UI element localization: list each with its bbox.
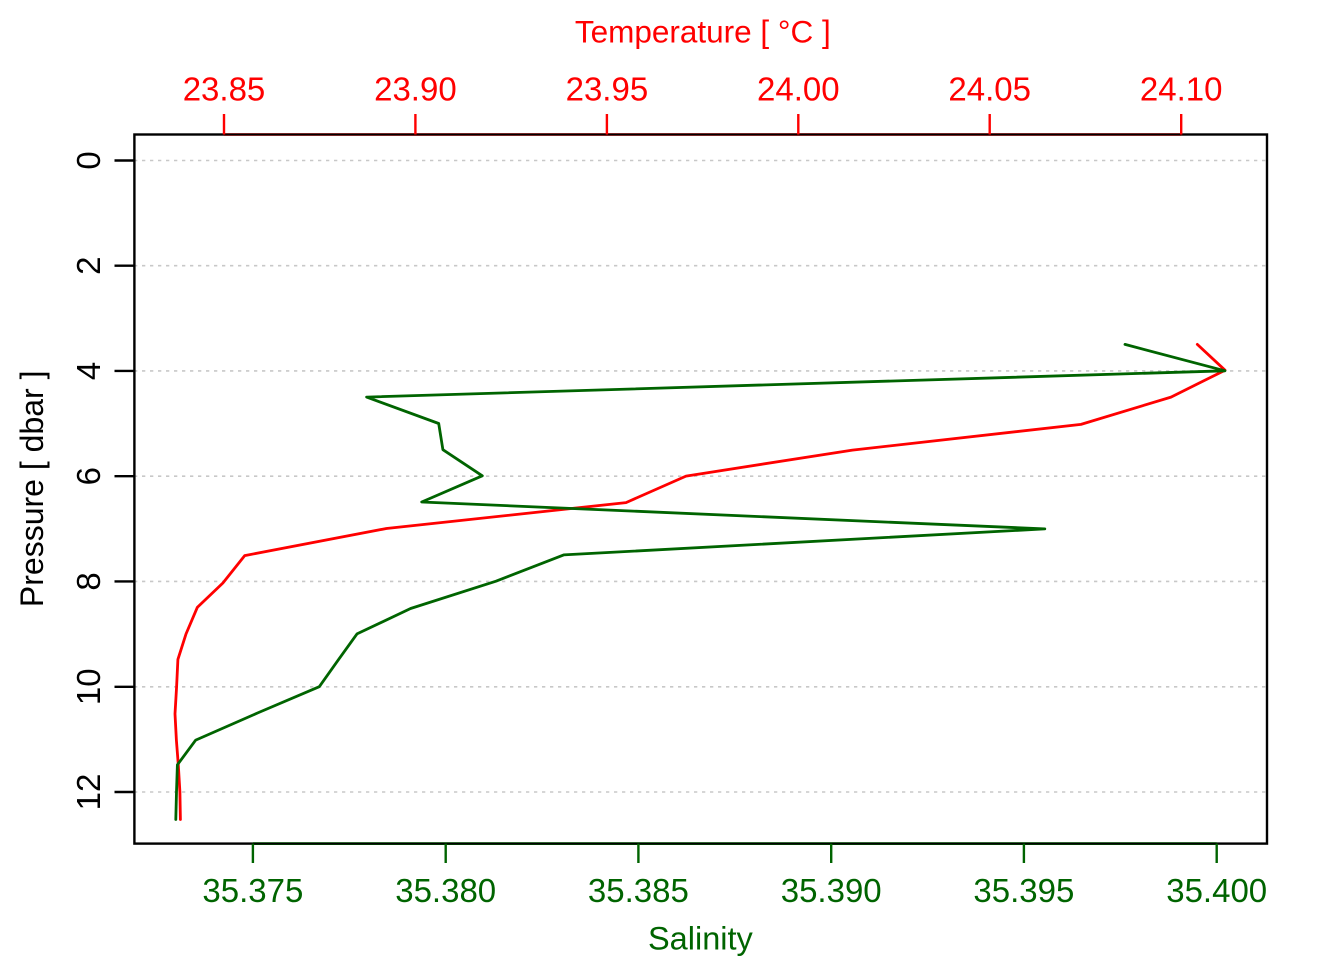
svg-text:Pressure [ dbar ]: Pressure [ dbar ] [14,371,50,608]
svg-text:24.05: 24.05 [948,71,1031,108]
svg-text:Temperature [ °C ]: Temperature [ °C ] [575,14,831,50]
svg-text:23.90: 23.90 [374,71,457,108]
svg-text:35.390: 35.390 [781,872,882,909]
svg-text:35.375: 35.375 [202,872,303,909]
svg-text:35.385: 35.385 [588,872,689,909]
svg-text:35.400: 35.400 [1166,872,1267,909]
svg-text:6: 6 [70,467,107,485]
svg-text:8: 8 [70,572,107,590]
svg-text:35.380: 35.380 [395,872,496,909]
svg-text:2: 2 [70,257,107,275]
svg-text:10: 10 [70,668,107,705]
svg-text:0: 0 [70,151,107,169]
svg-text:35.395: 35.395 [973,872,1074,909]
svg-text:4: 4 [70,362,107,380]
svg-text:24.10: 24.10 [1140,71,1223,108]
svg-text:23.85: 23.85 [183,71,266,108]
svg-text:24.00: 24.00 [757,71,840,108]
svg-text:23.95: 23.95 [566,71,649,108]
svg-text:12: 12 [70,774,107,811]
svg-text:Salinity: Salinity [648,920,754,956]
